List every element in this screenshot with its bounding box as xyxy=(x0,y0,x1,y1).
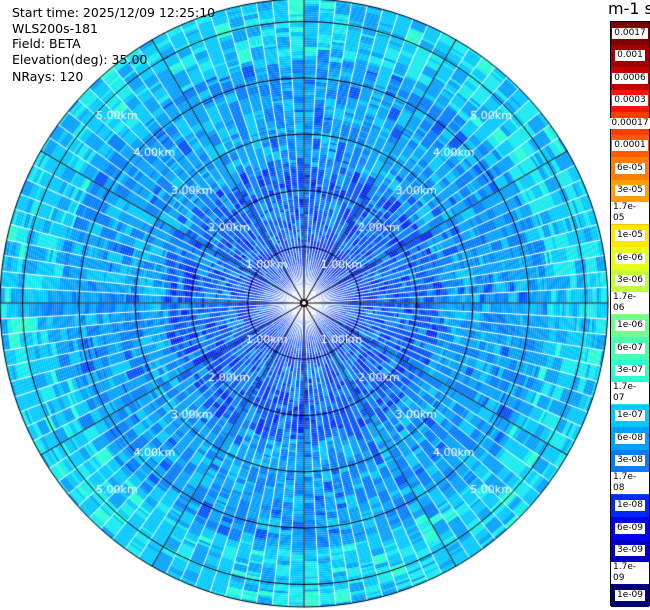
colorbar-bin: 0.00017 xyxy=(609,112,650,135)
colorbar-tick-label: 1e-08 xyxy=(615,500,645,512)
colorbar-tick-label: 6e-07 xyxy=(615,342,645,354)
colorbar-tick-label: 6e-06 xyxy=(615,252,645,264)
colorbar-tick-label: 3e-09 xyxy=(615,545,645,557)
colorbar-bin: 6e-05 xyxy=(611,157,649,180)
colorbar-bin: 0.0003 xyxy=(611,89,649,112)
colorbar-bin: 1.7e-05 xyxy=(611,202,649,225)
colorbar-bin: 1e-07 xyxy=(611,404,649,427)
colorbar-tick-label: 0.0001 xyxy=(612,140,648,152)
field-label: Field: BETA xyxy=(12,36,81,51)
colorbar-bin: 0.0017 xyxy=(611,22,649,45)
colorbar-tick-label: 1.7e-05 xyxy=(611,202,649,225)
colorbar: 0.0017 0.001 0.0006 0.0003 0.00017 0.0001 6e-0… xyxy=(609,21,650,607)
colorbar-bin: 1e-05 xyxy=(611,224,649,247)
colorbar-bin: 6e-09 xyxy=(611,517,649,540)
colorbar-tick-label: 3e-08 xyxy=(615,455,645,467)
colorbar-bin: 3e-08 xyxy=(611,449,649,472)
colorbar-bin: 6e-08 xyxy=(611,427,649,450)
colorbar-bin: 1e-09 xyxy=(611,584,649,607)
colorbar-tick-label: 6e-05 xyxy=(615,162,645,174)
colorbar-tick-label: 1.7e-06 xyxy=(611,292,649,315)
colorbar-bin: 3e-05 xyxy=(611,179,649,202)
colorbar-tick-label: 6e-09 xyxy=(615,522,645,534)
colorbar-tick-label: 0.0017 xyxy=(612,27,648,39)
colorbar-tick-label: 3e-05 xyxy=(615,185,645,197)
colorbar-bin: 3e-07 xyxy=(611,359,649,382)
colorbar-bin: 1.7e-06 xyxy=(611,292,649,315)
colorbar-bin: 6e-06 xyxy=(611,247,649,270)
colorbar-bin: 0.0001 xyxy=(611,134,649,157)
colorbar-tick-label: 6e-08 xyxy=(615,432,645,444)
colorbar-tick-label: 1e-05 xyxy=(615,230,645,242)
nrays-label: NRays: 120 xyxy=(12,69,84,84)
colorbar-unit-title: m-1 sr-1 xyxy=(608,0,650,18)
elevation-label: Elevation(deg): 35.00 xyxy=(12,52,148,67)
colorbar-tick-label: 1e-06 xyxy=(615,320,645,332)
colorbar-tick-label: 0.001 xyxy=(615,50,645,62)
colorbar-bin: 1e-08 xyxy=(611,494,649,517)
colorbar-tick-label: 1.7e-07 xyxy=(611,382,649,405)
colorbar-bin: 1.7e-08 xyxy=(611,472,649,495)
start-time-label: Start time: 2025/12/09 12:25:10 xyxy=(12,5,216,20)
colorbar-tick-label: 1.7e-08 xyxy=(611,472,649,495)
colorbar-tick-label: 3e-07 xyxy=(615,365,645,377)
colorbar-bin: 1.7e-07 xyxy=(611,382,649,405)
colorbar-bin: 1e-06 xyxy=(611,314,649,337)
colorbar-tick-label: 0.0003 xyxy=(612,95,648,107)
colorbar-tick-label: 1e-09 xyxy=(615,590,645,602)
colorbar-tick-label: 0.0006 xyxy=(612,72,648,84)
colorbar-bin: 1.7e-09 xyxy=(611,562,649,585)
colorbar-tick-label: 1.7e-09 xyxy=(611,562,649,585)
colorbar-bin: 6e-07 xyxy=(611,337,649,360)
instrument-label: WLS200s-181 xyxy=(12,21,98,36)
colorbar-bin: 0.0006 xyxy=(611,67,649,90)
colorbar-bin: 3e-06 xyxy=(611,269,649,292)
colorbar-tick-label: 1e-07 xyxy=(615,410,645,422)
colorbar-tick-label: 3e-06 xyxy=(615,275,645,287)
colorbar-tick-label: 0.00017 xyxy=(609,117,650,129)
colorbar-bin: 3e-09 xyxy=(611,539,649,562)
colorbar-bin: 0.001 xyxy=(611,44,649,67)
